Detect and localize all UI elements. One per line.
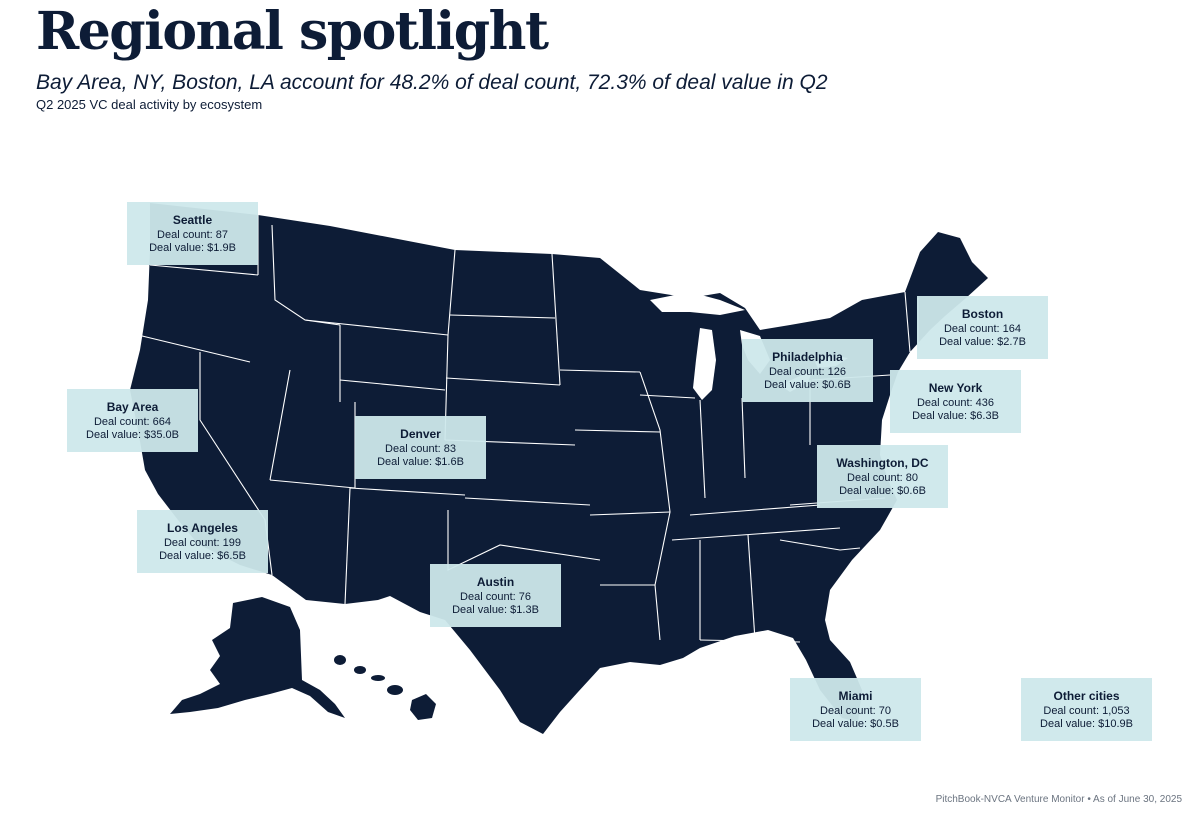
border-nv-ut [269, 369, 291, 481]
deal-count-text: Deal count: 126 [768, 365, 847, 378]
border-sd-ne [445, 377, 561, 386]
lake-michigan-shape [693, 328, 716, 400]
deal-count-text: Deal count: 199 [163, 536, 242, 549]
border-ga-fl [699, 639, 801, 643]
ecosystem-label-philadelphia: Philadelphia Deal count: 126 Deal value:… [742, 339, 873, 402]
ecosystem-label-new-york: New York Deal count: 436 Deal value: $6.… [890, 370, 1021, 433]
alaska-shape [170, 597, 345, 718]
chart-caption: Q2 2025 VC deal activity by ecosystem [36, 97, 263, 112]
border-or-ca-nv [137, 334, 251, 363]
ecosystem-label-boston: Boston Deal count: 164 Deal value: $2.7B [917, 296, 1048, 359]
deal-count-text: Deal count: 80 [847, 471, 918, 484]
border-al-ga [747, 534, 756, 641]
border-mt-wy [304, 319, 449, 336]
contiguous-us-shape [130, 203, 988, 734]
deal-value-text: Deal value: $1.6B [377, 455, 464, 468]
deal-count-text: Deal count: 87 [157, 228, 228, 241]
ecosystem-label-denver: Denver Deal count: 83 Deal value: $1.6B [355, 416, 486, 479]
state-borders [137, 215, 919, 643]
deal-count-text: Deal count: 164 [943, 322, 1022, 335]
deal-count-text: Deal count: 76 [460, 590, 531, 603]
us-landmass [130, 203, 988, 734]
border-ky-tn [689, 504, 821, 516]
hawaii-maui-shape [387, 685, 403, 695]
hawaii-molokai-shape [371, 675, 385, 681]
border-mt-dakotas [444, 249, 456, 441]
border-ia-mo [574, 429, 661, 433]
deal-count-text: Deal count: 436 [916, 396, 995, 409]
border-az-nm [344, 487, 351, 605]
ecosystem-label-austin: Austin Deal count: 76 Deal value: $1.3B [430, 564, 561, 627]
border-il-in [699, 399, 706, 499]
border-ok-tx [447, 510, 601, 571]
border-wy-co [339, 379, 446, 391]
border-wa-or [149, 264, 259, 276]
ecosystem-label-washington-dc: Washington, DC Deal count: 80 Deal value… [817, 445, 948, 508]
border-nd-sd [449, 314, 556, 319]
page-subtitle: Bay Area, NY, Boston, LA account for 48.… [36, 71, 828, 94]
deal-value-text: Deal value: $10.9B [1040, 717, 1133, 730]
deal-value-text: Deal value: $0.5B [812, 717, 899, 730]
border-ks-ok [464, 497, 591, 506]
border-mississippi-river [639, 371, 671, 641]
deal-value-text: Deal value: $35.0B [86, 428, 179, 441]
ecosystem-city-name: Denver [400, 426, 441, 441]
deal-count-text: Deal count: 83 [385, 442, 456, 455]
deal-value-text: Deal value: $6.3B [912, 409, 999, 422]
ecosystem-label-bay-area: Bay Area Deal count: 664 Deal value: $35… [67, 389, 198, 452]
border-mo-ar [589, 511, 671, 516]
deal-count-text: Deal count: 1,053 [1043, 704, 1130, 717]
border-in-oh [741, 397, 746, 479]
hawaii-kauai-shape [334, 655, 346, 665]
ecosystem-label-los-angeles: Los Angeles Deal count: 199 Deal value: … [137, 510, 268, 573]
border-ut-az [269, 479, 356, 489]
ecosystem-label-other-cities: Other cities Deal count: 1,053 Deal valu… [1021, 678, 1152, 741]
deal-count-text: Deal count: 70 [820, 704, 891, 717]
border-mn-west [551, 253, 561, 386]
ecosystem-city-name: Boston [961, 306, 1004, 321]
deal-value-text: Deal value: $0.6B [839, 484, 926, 497]
ecosystem-city-name: Austin [476, 574, 515, 589]
border-mn-ia [559, 369, 641, 373]
deal-value-text: Deal value: $1.3B [452, 603, 539, 616]
lake-superior-shape [650, 292, 745, 315]
ecosystem-city-name: Miami [838, 688, 873, 703]
border-co-nm [349, 487, 466, 496]
hawaii-big-island-shape [410, 694, 436, 720]
ecosystem-city-name: Washington, DC [836, 455, 929, 470]
deal-value-text: Deal value: $0.6B [764, 378, 851, 391]
ecosystem-label-miami: Miami Deal count: 70 Deal value: $0.5B [790, 678, 921, 741]
ecosystem-city-name: Seattle [172, 212, 213, 227]
source-footer: PitchBook-NVCA Venture Monitor • As of J… [935, 794, 1182, 805]
border-id-mt [271, 224, 341, 326]
ecosystem-city-name: Other cities [1053, 688, 1120, 703]
border-nc-sc [779, 539, 861, 551]
border-ny-new-england [904, 291, 911, 353]
ecosystem-city-name: Los Angeles [167, 520, 238, 535]
deal-value-text: Deal value: $6.5B [159, 549, 246, 562]
deal-count-text: Deal count: 664 [93, 415, 172, 428]
hawaii-oahu-shape [354, 666, 366, 674]
border-ca-nv [199, 352, 273, 576]
ecosystem-city-name: New York [928, 380, 983, 395]
page-title: Regional spotlight [36, 1, 549, 62]
ecosystem-city-name: Philadelphia [772, 349, 843, 364]
deal-value-text: Deal value: $2.7B [939, 335, 1026, 348]
deal-value-text: Deal value: $1.9B [149, 241, 236, 254]
border-wi-il [639, 394, 696, 399]
border-tn-south [671, 527, 841, 541]
ecosystem-label-seattle: Seattle Deal count: 87 Deal value: $1.9B [127, 202, 258, 265]
ecosystem-city-name: Bay Area [106, 399, 159, 414]
